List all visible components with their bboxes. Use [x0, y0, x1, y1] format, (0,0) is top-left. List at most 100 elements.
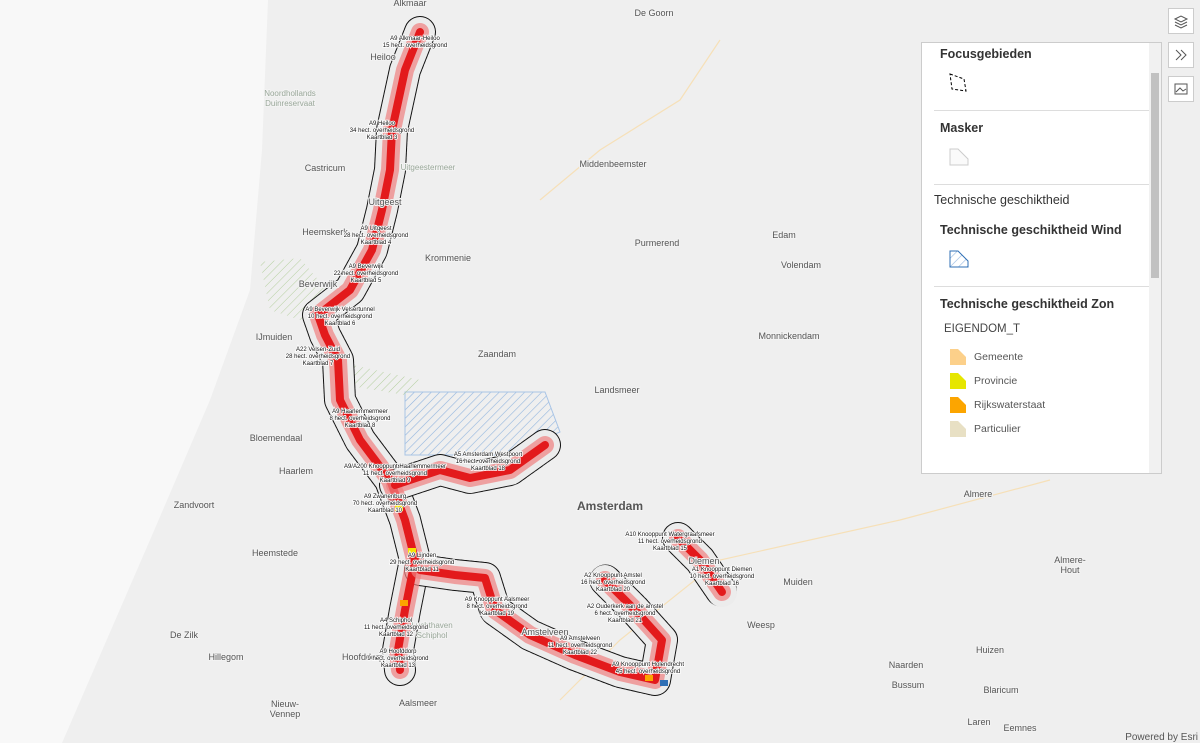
legend-item: Provincie: [940, 369, 1143, 393]
segment-label: A9 Uitgeest 28 hect. overheidsgrond Kaartb…: [344, 226, 408, 246]
segment-label-line: Kaartblad 5: [351, 278, 382, 284]
corridor: [416, 566, 666, 684]
segment-label-line: A9 Uitgeest: [360, 226, 391, 232]
sun-parcel: [400, 600, 408, 606]
legend-title: Masker: [940, 121, 984, 135]
place-label-line: Luchthaven: [411, 621, 452, 630]
segment-label-line: Kaartblad 6: [325, 321, 356, 327]
place-label: Alkmaar: [393, 0, 426, 8]
place-label: Noordhollands Duinreservaat: [264, 89, 316, 108]
place-label: Nieuw-Vennep: [270, 699, 301, 719]
segment-label-line: 70 hect. overheidsgrond: [353, 501, 417, 507]
place-label: Aalsmeer: [399, 698, 437, 708]
place-label: IJmuiden: [256, 332, 293, 342]
place-label: Beverwijk: [299, 279, 338, 289]
place-label: Hoofddorp: [342, 652, 384, 662]
place-label-line: Duinreservaat: [265, 99, 316, 108]
segment-label-line: 28 hect. overheidsgrond: [344, 233, 408, 239]
segment-label-line: A9 Hoofddorp: [379, 649, 417, 655]
segment-label-line: A9 Amstelveen: [560, 636, 600, 642]
segment-label-line: Kaartblad 10: [368, 508, 403, 514]
legend-field: EIGENDOM_T: [944, 323, 1021, 335]
segment-label-line: Kaartblad 13: [381, 663, 416, 669]
segment-label-line: 8 hect. overheidsgrond: [329, 416, 390, 422]
segment-label-line: Kaartblad 20: [596, 587, 631, 593]
segment-label-line: Kaartblad 16: [705, 581, 740, 587]
sun-parcel: [645, 675, 653, 681]
segment-label-line: 11 hect. overheidsgrond: [363, 471, 427, 477]
place-label: Uitgeest: [368, 197, 402, 207]
segment-label: A9 Heiloo 34 hect. overheidsgrond Kaartbla…: [350, 121, 414, 141]
place-label: Castricum: [305, 163, 346, 173]
segment-label-line: 11 hect. overheidsgrond: [638, 539, 702, 545]
segment-label: A9 Zwanenburg 70 hect. overheidsgrond Kaar…: [353, 494, 417, 514]
segment-label-line: A10 Knooppunt Watergraafsmeer: [625, 532, 714, 538]
segment-label-line: A9 Haarlemmermeer: [332, 409, 388, 415]
segment-label: A22 Velsen-Zuid 28 hect. overheidsgrond Ka…: [286, 347, 350, 367]
legend-swatch: [950, 349, 966, 365]
legend-title: Technische geschiktheid Wind: [940, 223, 1122, 237]
segment-label-line: 9 hect. overheidsgrond: [367, 656, 428, 662]
segment-label-line: Kaartblad 15: [653, 546, 688, 552]
segment-label: A9 Alkmaar-Heiloo 15 hect. overheidsgrond: [383, 36, 447, 49]
legend-item: Rijkswaterstaat: [940, 393, 1143, 417]
segment-label: A5 Amsterdam Westpoort 16 hect. overheids…: [454, 452, 523, 472]
segment-label-line: 22 hect. overheidsgrond: [334, 271, 398, 277]
place-label: Amsterdam: [577, 499, 643, 513]
place-label: Purmerend: [635, 238, 680, 248]
legend-label: Rijkswaterstaat: [974, 399, 1046, 411]
segment-label-line: A9 Zwanenburg: [364, 494, 406, 500]
segment-label: A1 Knooppunt Diemen 10 hect. overheidsgro…: [690, 567, 754, 587]
segment-label-line: A9 Beverwijk Velsertunnel: [305, 307, 374, 313]
segment-label-line: 11 hect. overheidsgrond: [364, 625, 428, 631]
segment-label: A4 Schiphol 11 hect. overheidsgrond Kaartb…: [364, 618, 428, 638]
place-label: Luchthaven Schiphol: [411, 621, 452, 640]
place-label-line: Almere-: [1054, 555, 1086, 565]
place-label: Monnickendam: [758, 331, 819, 341]
segment-label-line: 6 hect. overheidsgrond: [594, 611, 655, 617]
place-label: Krommenie: [425, 253, 471, 263]
place-label: Uitgeestermeer: [401, 163, 456, 172]
segment-label-line: 45 hect. overheidsgrond: [616, 669, 680, 675]
place-label: Laren: [967, 717, 990, 727]
segment-label-line: Kaartblad 3: [367, 135, 398, 141]
layers-button[interactable]: [1168, 8, 1194, 34]
segment-label: A9 Knooppunt Aalsmeer 8 hect. overheidsgr…: [465, 597, 530, 617]
place-label-line: Schiphol: [417, 631, 448, 640]
place-label: Diemen: [688, 556, 719, 566]
place-label: Middenbeemster: [579, 159, 646, 169]
place-label: Landsmeer: [594, 385, 639, 395]
place-label: Huizen: [976, 645, 1004, 655]
place-label: De Goorn: [634, 8, 673, 18]
legend-swatch: [950, 373, 966, 389]
place-label: Edam: [772, 230, 796, 240]
place-label: Naarden: [889, 660, 924, 670]
segment-label-line: A9 Knooppunt Holendrecht: [612, 662, 684, 668]
segment-label-line: 16 hect. overheidsgrond: [456, 459, 520, 465]
segment-label-line: Kaartblad 18: [471, 466, 506, 472]
legend-swatch: [950, 421, 966, 437]
place-label: Zaandam: [478, 349, 516, 359]
segment-label-line: 10 hect. overheidsgrond: [308, 314, 372, 320]
segment-label-line: A22 Velsen-Zuid: [296, 347, 340, 353]
basemap-button[interactable]: [1168, 76, 1194, 102]
place-label-line: Noordhollands: [264, 89, 316, 98]
segment-label: A9 Beverwijk Velsertunnel 10 hect. overhe…: [305, 307, 374, 327]
legend-item: Gemeente: [940, 345, 1143, 369]
segment-label-line: A9/A200 Knooppunt Haarlemmermeer: [344, 464, 446, 470]
segment-label-line: A9 Heiloo: [369, 121, 396, 127]
segment-label: A9 Haarlemmermeer 8 hect. overheidsgrond K…: [329, 409, 390, 429]
scrollbar[interactable]: [1149, 43, 1161, 473]
segment-label-line: Kaartblad 4: [361, 240, 392, 246]
segment-label: A2 Ouderkerk aan de amstel 6 hect. overhe…: [587, 604, 663, 624]
segment-label-line: Kaartblad 19: [480, 611, 515, 617]
segment-label: A9 Amstelveen 11 hect. overheidsgrond Kaar…: [548, 636, 612, 656]
segment-label: A2 Knooppunt Amstel 16 hect. overheidsgro…: [581, 573, 645, 593]
attribution: Powered by Esri: [1125, 732, 1198, 743]
place-label: Almere-Hout: [1054, 555, 1086, 575]
collapse-button[interactable]: [1168, 42, 1194, 68]
place-label: Zandvoort: [174, 500, 215, 510]
segment-label-line: 11 hect. overheidsgrond: [548, 643, 612, 649]
place-label: Heemstede: [252, 548, 298, 558]
segment-label-line: 34 hect. overheidsgrond: [350, 128, 414, 134]
